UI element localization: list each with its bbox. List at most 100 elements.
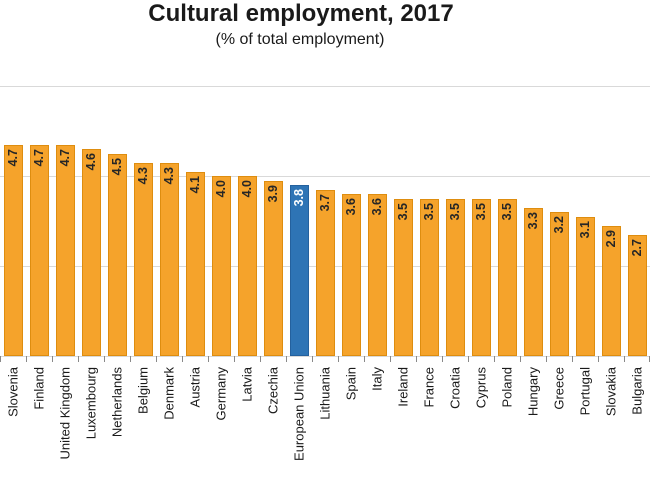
- category-label: Finland: [31, 367, 47, 410]
- bar: 3.5: [393, 198, 413, 356]
- bar-value-label: 4.0: [213, 180, 228, 198]
- category-label: Latvia: [239, 367, 255, 402]
- category-label: Cyprus: [473, 367, 489, 409]
- bar-value-label: 3.5: [499, 202, 514, 220]
- category-label: Austria: [187, 367, 203, 408]
- bar: 2.9: [601, 225, 621, 356]
- chart-title: Cultural employment, 2017: [148, 0, 454, 27]
- bar-column: 4.5 Netherlands: [104, 0, 130, 437]
- category-label: Belgium: [135, 367, 151, 414]
- bar: 3.5: [471, 198, 491, 356]
- bar-value-label: 3.6: [369, 198, 384, 216]
- bar-value-label: 4.7: [31, 148, 46, 166]
- category-label: Bulgaria: [629, 367, 645, 415]
- bar-value-label: 3.5: [395, 202, 410, 220]
- bar-value-label: 3.3: [525, 211, 540, 229]
- bar-column: 4.7 United Kingdom: [52, 0, 78, 460]
- category-label: Czechia: [265, 367, 281, 414]
- bar-value-label: 3.2: [551, 216, 566, 234]
- category-label: Netherlands: [109, 367, 125, 438]
- bar: 4.0: [211, 176, 231, 356]
- bar-european-union: 3.8: [289, 185, 309, 356]
- bar-value-label: 3.5: [421, 202, 436, 220]
- grid-line-y4: [0, 176, 650, 177]
- bar: 4.7: [55, 144, 75, 356]
- category-label: European Union: [291, 367, 307, 461]
- bar-column: 4.1 Austria: [182, 0, 208, 407]
- chart-subtitle: (% of total employment): [215, 31, 385, 48]
- bar: 3.5: [419, 198, 439, 356]
- bar-value-label: 4.0: [239, 180, 254, 198]
- category-label: Ireland: [395, 367, 411, 407]
- category-label: Italy: [369, 367, 385, 391]
- category-label: Spain: [343, 367, 359, 401]
- bar: 3.6: [367, 194, 387, 356]
- bar-column: 4.0 Latvia: [234, 0, 260, 402]
- bar-value-label: 4.7: [5, 148, 20, 166]
- bar: 3.7: [315, 189, 335, 356]
- bar: 3.5: [445, 198, 465, 356]
- category-label: Germany: [213, 367, 229, 421]
- bar-value-label: 4.3: [161, 166, 176, 184]
- bar-column: 3.2 Greece: [546, 0, 572, 410]
- bar-value-label: 3.5: [447, 202, 462, 220]
- bar-column: 3.9 Czechia: [260, 0, 286, 414]
- category-label: Greece: [551, 367, 567, 410]
- category-label: Denmark: [161, 367, 177, 420]
- category-label: Poland: [499, 367, 515, 408]
- bar-value-label: 4.1: [187, 175, 202, 193]
- bar-value-label: 3.8: [291, 189, 306, 207]
- bar-column: 3.5 Croatia: [442, 0, 468, 409]
- bar: 3.1: [575, 216, 595, 356]
- bar-column: 3.5 Ireland: [390, 0, 416, 407]
- bar-value-label: 3.6: [343, 198, 358, 216]
- bar: 3.6: [341, 194, 361, 356]
- bar: 2.7: [627, 234, 647, 356]
- bar-value-label: 4.7: [57, 148, 72, 166]
- bar-column: 3.1 Portugal: [572, 0, 598, 415]
- bar: 4.0: [237, 176, 257, 356]
- bar: 4.3: [133, 162, 153, 356]
- bar-column: 4.7 Finland: [26, 0, 52, 410]
- category-label: Portugal: [577, 367, 593, 416]
- bar: 4.6: [81, 149, 101, 356]
- bar-value-label: 3.5: [473, 202, 488, 220]
- category-label: Croatia: [447, 367, 463, 409]
- bar-column: 2.9 Slovakia: [598, 0, 624, 416]
- bar: 3.9: [263, 180, 283, 356]
- bar-column: 4.3 Belgium: [130, 0, 156, 414]
- bar: 3.3: [523, 207, 543, 356]
- category-label: United Kingdom: [57, 367, 73, 460]
- bar: 3.2: [549, 212, 569, 356]
- bar-columns: 4.7 Slovenia 4.7 Finland 4.7 United Kingdom 4.…: [0, 0, 650, 461]
- bar-value-label: 3.7: [317, 193, 332, 211]
- bar-column: 4.7 Slovenia: [0, 0, 26, 417]
- bar-value-label: 3.9: [265, 184, 280, 202]
- category-label: Luxembourg: [83, 367, 99, 440]
- category-label: Lithuania: [317, 367, 333, 420]
- x-axis-line: [0, 356, 650, 357]
- bar: 4.7: [3, 144, 23, 356]
- bar-column: 4.3 Denmark: [156, 0, 182, 420]
- bar-column: 3.6 Italy: [364, 0, 390, 391]
- bar-column: 4.6 Luxembourg: [78, 0, 104, 439]
- bar-value-label: 4.6: [83, 153, 98, 171]
- bar-value-label: 2.9: [603, 229, 618, 247]
- bar-column: 3.5 Poland: [494, 0, 520, 407]
- bar-column: 3.5 France: [416, 0, 442, 407]
- bar: 4.5: [107, 153, 127, 356]
- bar-column: 3.6 Spain: [338, 0, 364, 400]
- bar: 4.7: [29, 144, 49, 356]
- bar-column: 3.3 Hungary: [520, 0, 546, 416]
- bar-column: 3.8 European Union: [286, 0, 312, 461]
- category-label: Hungary: [525, 367, 541, 417]
- grid-line-y6: [0, 86, 650, 87]
- bar: 3.5: [497, 198, 517, 356]
- bar-column: 4.0 Germany: [208, 0, 234, 420]
- bar-column: 3.5 Cyprus: [468, 0, 494, 408]
- category-label: France: [421, 367, 437, 408]
- bar-value-label: 4.5: [109, 157, 124, 175]
- category-label: Slovakia: [603, 367, 619, 417]
